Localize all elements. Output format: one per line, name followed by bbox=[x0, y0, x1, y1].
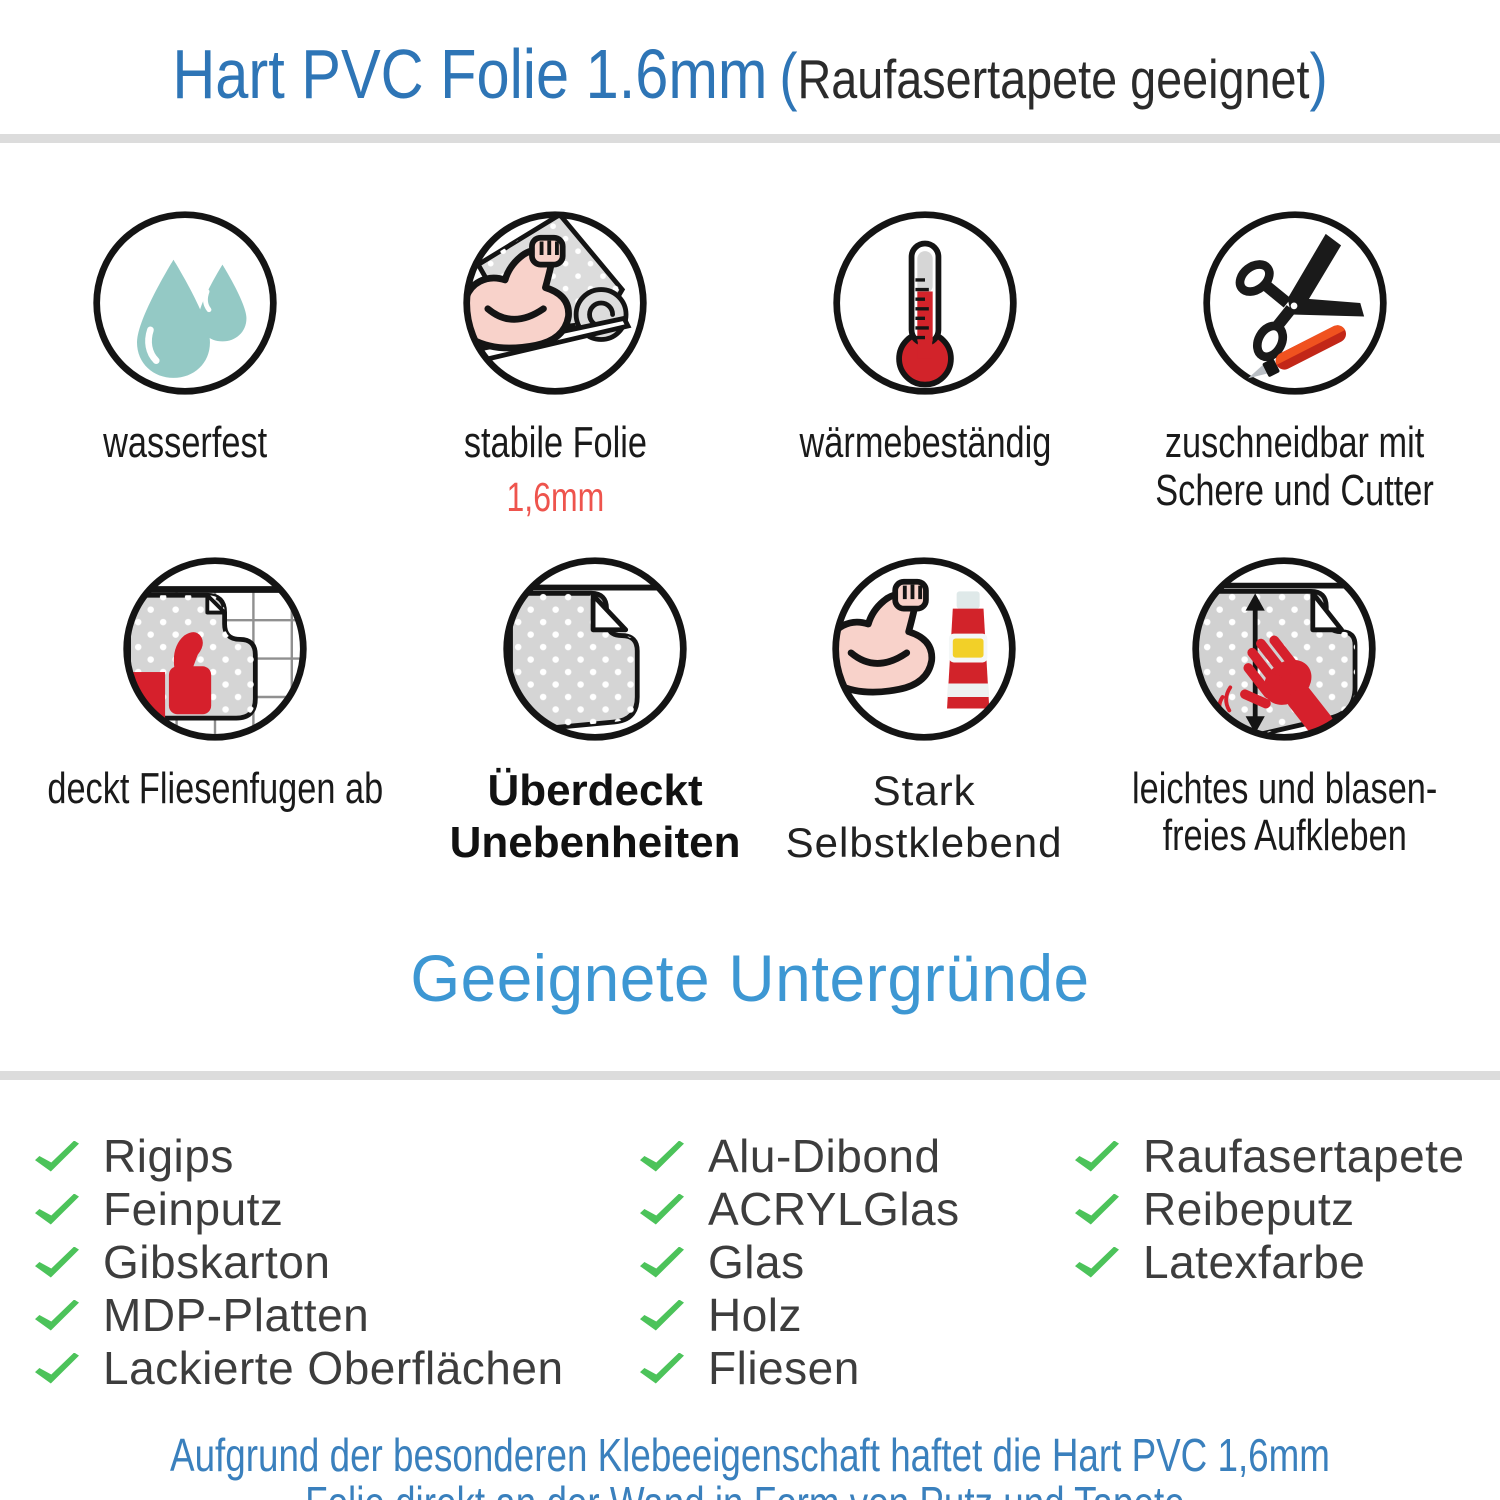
divider-top bbox=[0, 134, 1500, 143]
caption-line: leichtes und blasen- bbox=[1131, 763, 1437, 813]
caption-line: wasserfest bbox=[102, 418, 268, 467]
caption-line: zuschneidbar mit bbox=[1165, 418, 1425, 467]
caption-line: Stark bbox=[872, 766, 976, 814]
check-icon bbox=[640, 1193, 684, 1225]
substrate-label: Lackierte Oberflächen bbox=[103, 1342, 564, 1395]
check-icon bbox=[1075, 1140, 1119, 1172]
substrate-item: Holz bbox=[640, 1289, 1075, 1342]
substrate-item: Reibeputz bbox=[1075, 1183, 1500, 1236]
feature-waermebestaendig: wärmebeständig bbox=[740, 207, 1110, 519]
paren-close: ) bbox=[1309, 40, 1328, 112]
substrate-item: Feinputz bbox=[35, 1183, 640, 1236]
caption-line: Schere und Cutter bbox=[1155, 465, 1435, 515]
substrates-column-2: Alu-Dibond ACRYLGlas Glas Holz Fliesen bbox=[640, 1130, 1075, 1395]
substrate-item: Gibskarton bbox=[35, 1236, 640, 1289]
feature-caption: stabile Folie 1,6mm bbox=[463, 419, 646, 519]
substrate-item: Rigips bbox=[35, 1130, 640, 1183]
check-icon bbox=[35, 1299, 79, 1331]
caption-line: Selbstklebend bbox=[785, 819, 1063, 867]
muscle-foil-icon bbox=[459, 207, 651, 399]
substrate-label: Latexfarbe bbox=[1143, 1236, 1366, 1289]
check-icon bbox=[35, 1140, 79, 1172]
caption-highlight: 1,6mm bbox=[506, 473, 604, 520]
substrate-item: Raufasertapete bbox=[1075, 1130, 1500, 1183]
title-main: Hart PVC Folie 1.6mm bbox=[172, 35, 768, 113]
feature-row-2: deckt Fliesenfugen ab bbox=[0, 553, 1500, 870]
feature-wasserfest: wasserfest bbox=[0, 207, 370, 519]
thumb-tiles-icon bbox=[119, 553, 311, 745]
substrate-label: Rigips bbox=[103, 1130, 234, 1183]
substrate-label: MDP-Platten bbox=[103, 1289, 370, 1342]
substrates-list: Rigips Feinputz Gibskarton MDP-Platten L… bbox=[0, 1130, 1500, 1395]
water-drops-icon bbox=[89, 207, 281, 399]
substrate-label: Glas bbox=[708, 1236, 805, 1289]
check-icon bbox=[640, 1246, 684, 1278]
caption-line: Überdeckt bbox=[487, 765, 703, 815]
hand-foil-icon bbox=[1188, 553, 1380, 745]
caption-line: wärmebeständig bbox=[799, 418, 1051, 467]
substrate-label: ACRYLGlas bbox=[708, 1183, 960, 1236]
substrate-item: Alu-Dibond bbox=[640, 1130, 1075, 1183]
feature-aufkleben: leichtes und blasen- freies Aufkleben bbox=[1089, 553, 1480, 870]
substrate-label: Holz bbox=[708, 1289, 803, 1342]
feature-caption: Überdeckt Unebenheiten bbox=[450, 765, 741, 869]
muscle-glue-icon bbox=[828, 553, 1020, 745]
substrate-item: Lackierte Oberflächen bbox=[35, 1342, 640, 1395]
feature-zuschneidbar: zuschneidbar mit Schere und Cutter bbox=[1110, 207, 1480, 519]
feature-caption: deckt Fliesenfugen ab bbox=[47, 765, 383, 813]
caption-line: stabile Folie bbox=[463, 418, 647, 467]
feature-stabile-folie: stabile Folie 1,6mm bbox=[370, 207, 740, 519]
substrate-item: Glas bbox=[640, 1236, 1075, 1289]
feature-caption: leichtes und blasen- freies Aufkleben bbox=[1132, 765, 1437, 860]
scissors-cutter-icon bbox=[1199, 207, 1391, 399]
substrate-label: Alu-Dibond bbox=[708, 1130, 941, 1183]
footer-line: Folie direkt an der Wand in Form von Put… bbox=[150, 1479, 1350, 1500]
feature-caption: wärmebeständig bbox=[799, 419, 1051, 467]
substrate-item: Fliesen bbox=[640, 1342, 1075, 1395]
caption-line: deckt Fliesenfugen ab bbox=[47, 763, 384, 813]
thermometer-icon bbox=[829, 207, 1021, 399]
check-icon bbox=[1075, 1193, 1119, 1225]
feature-selbstklebend: Stark Selbstklebend bbox=[760, 553, 1089, 870]
foil-fold-icon bbox=[499, 553, 691, 745]
substrate-label: Gibskarton bbox=[103, 1236, 331, 1289]
feature-caption: Stark Selbstklebend bbox=[786, 765, 1063, 870]
footer-line: Aufgrund der besonderen Klebeeigenschaft… bbox=[170, 1428, 1330, 1481]
check-icon bbox=[1075, 1246, 1119, 1278]
check-icon bbox=[640, 1140, 684, 1172]
substrates-column-3: Raufasertapete Reibeputz Latexfarbe bbox=[1075, 1130, 1500, 1395]
divider-middle bbox=[0, 1070, 1500, 1080]
page-title: Hart PVC Folie 1.6mm (Raufasertapete geei… bbox=[113, 34, 1388, 114]
title-subtitle: Raufasertapete geeignet bbox=[797, 48, 1310, 110]
substrate-item: MDP-Platten bbox=[35, 1289, 640, 1342]
feature-caption: wasserfest bbox=[103, 419, 267, 467]
check-icon bbox=[640, 1352, 684, 1384]
check-icon bbox=[640, 1299, 684, 1331]
check-icon bbox=[35, 1193, 79, 1225]
substrate-label: Fliesen bbox=[708, 1342, 860, 1395]
feature-unebenheiten: Überdeckt Unebenheiten bbox=[431, 553, 760, 870]
substrate-label: Reibeputz bbox=[1143, 1183, 1355, 1236]
feature-fliesenfugen: deckt Fliesenfugen ab bbox=[0, 553, 431, 870]
substrate-label: Feinputz bbox=[103, 1183, 284, 1236]
footer-note: Aufgrund der besonderen Klebeeigenschaft… bbox=[150, 1428, 1350, 1500]
section-title: Geeignete Untergründe bbox=[410, 940, 1090, 1015]
caption-line: Unebenheiten bbox=[449, 817, 741, 867]
substrates-column-1: Rigips Feinputz Gibskarton MDP-Platten L… bbox=[35, 1130, 640, 1395]
substrate-item: Latexfarbe bbox=[1075, 1236, 1500, 1289]
check-icon bbox=[35, 1352, 79, 1384]
substrate-label: Raufasertapete bbox=[1143, 1130, 1465, 1183]
check-icon bbox=[35, 1246, 79, 1278]
caption-line: freies Aufkleben bbox=[1162, 811, 1407, 861]
feature-caption: zuschneidbar mit Schere und Cutter bbox=[1156, 419, 1435, 514]
paren-open: ( bbox=[779, 40, 798, 112]
feature-row-1: wasserfest bbox=[0, 207, 1500, 519]
substrate-item: ACRYLGlas bbox=[640, 1183, 1075, 1236]
